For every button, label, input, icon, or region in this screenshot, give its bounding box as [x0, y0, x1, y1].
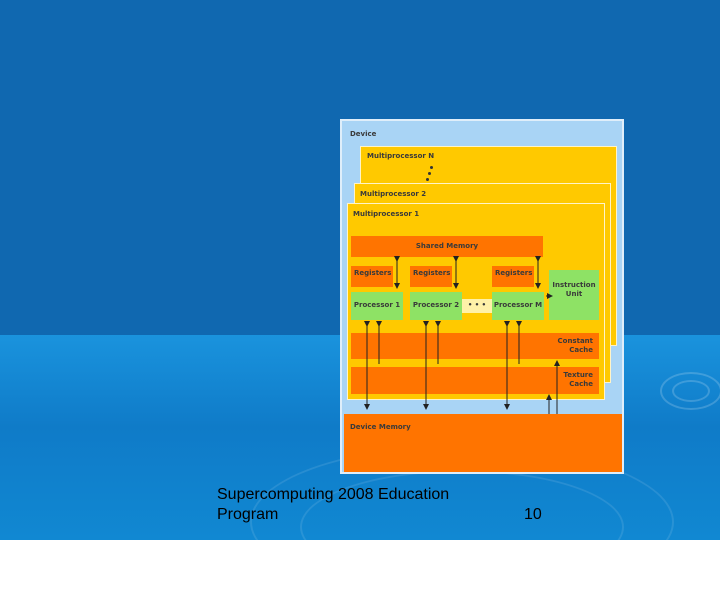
shared-memory-bar: [351, 236, 543, 257]
instruction-unit-label-line1: Instruction: [552, 281, 596, 289]
device-memory-label: Device Memory: [350, 423, 411, 431]
constant-cache-label-line2: Cache: [569, 346, 593, 354]
texture-cache-bar: [351, 367, 599, 394]
registers-2-box: [410, 266, 452, 287]
water-ripple-decoration: [672, 380, 710, 402]
page-number: 10: [524, 506, 542, 523]
multiprocessor-n-label: Multiprocessor N: [367, 152, 435, 160]
registers-m-label: Registers: [495, 269, 533, 277]
constant-cache-bar: [351, 333, 599, 359]
processor-gap: [462, 299, 492, 313]
instruction-unit-label-line2: Unit: [565, 290, 583, 298]
processor-ellipsis: • • •: [467, 301, 487, 309]
processor-1-label: Processor 1: [353, 301, 401, 309]
registers-1-label: Registers: [354, 269, 392, 277]
constant-cache-label-line1: Constant: [557, 337, 594, 345]
processor-m-box: [492, 292, 544, 320]
footer-line1: Supercomputing 2008 Education: [217, 486, 450, 503]
shared-memory-label: Shared Memory: [415, 242, 479, 250]
device-memory-bar: [344, 414, 622, 472]
footer-line2: Program: [217, 506, 279, 523]
footer-title: Supercomputing 2008 Education Program: [217, 485, 449, 525]
device-label: Device: [350, 130, 377, 138]
multiprocessor-1-label: Multiprocessor 1: [353, 210, 420, 218]
water-ripple-decoration: [660, 372, 720, 410]
vertical-ellipsis-icon: [425, 166, 433, 182]
multiprocessor-2-label: Multiprocessor 2: [360, 190, 427, 198]
connection-arrows: [364, 256, 560, 414]
instruction-unit-box: [549, 270, 599, 320]
processor-1-box: [351, 292, 403, 320]
registers-2-label: Registers: [413, 269, 451, 277]
processor-2-label: Processor 2: [412, 301, 460, 309]
processor-m-label: Processor M: [493, 301, 543, 309]
registers-1-box: [351, 266, 393, 287]
gpu-device-diagram: Device Multiprocessor N Multiprocessor 2…: [340, 119, 624, 474]
registers-m-box: [492, 266, 534, 287]
texture-cache-label-line1: Texture: [563, 371, 593, 379]
processor-2-box: [410, 292, 462, 320]
texture-cache-label-line2: Cache: [569, 380, 593, 388]
